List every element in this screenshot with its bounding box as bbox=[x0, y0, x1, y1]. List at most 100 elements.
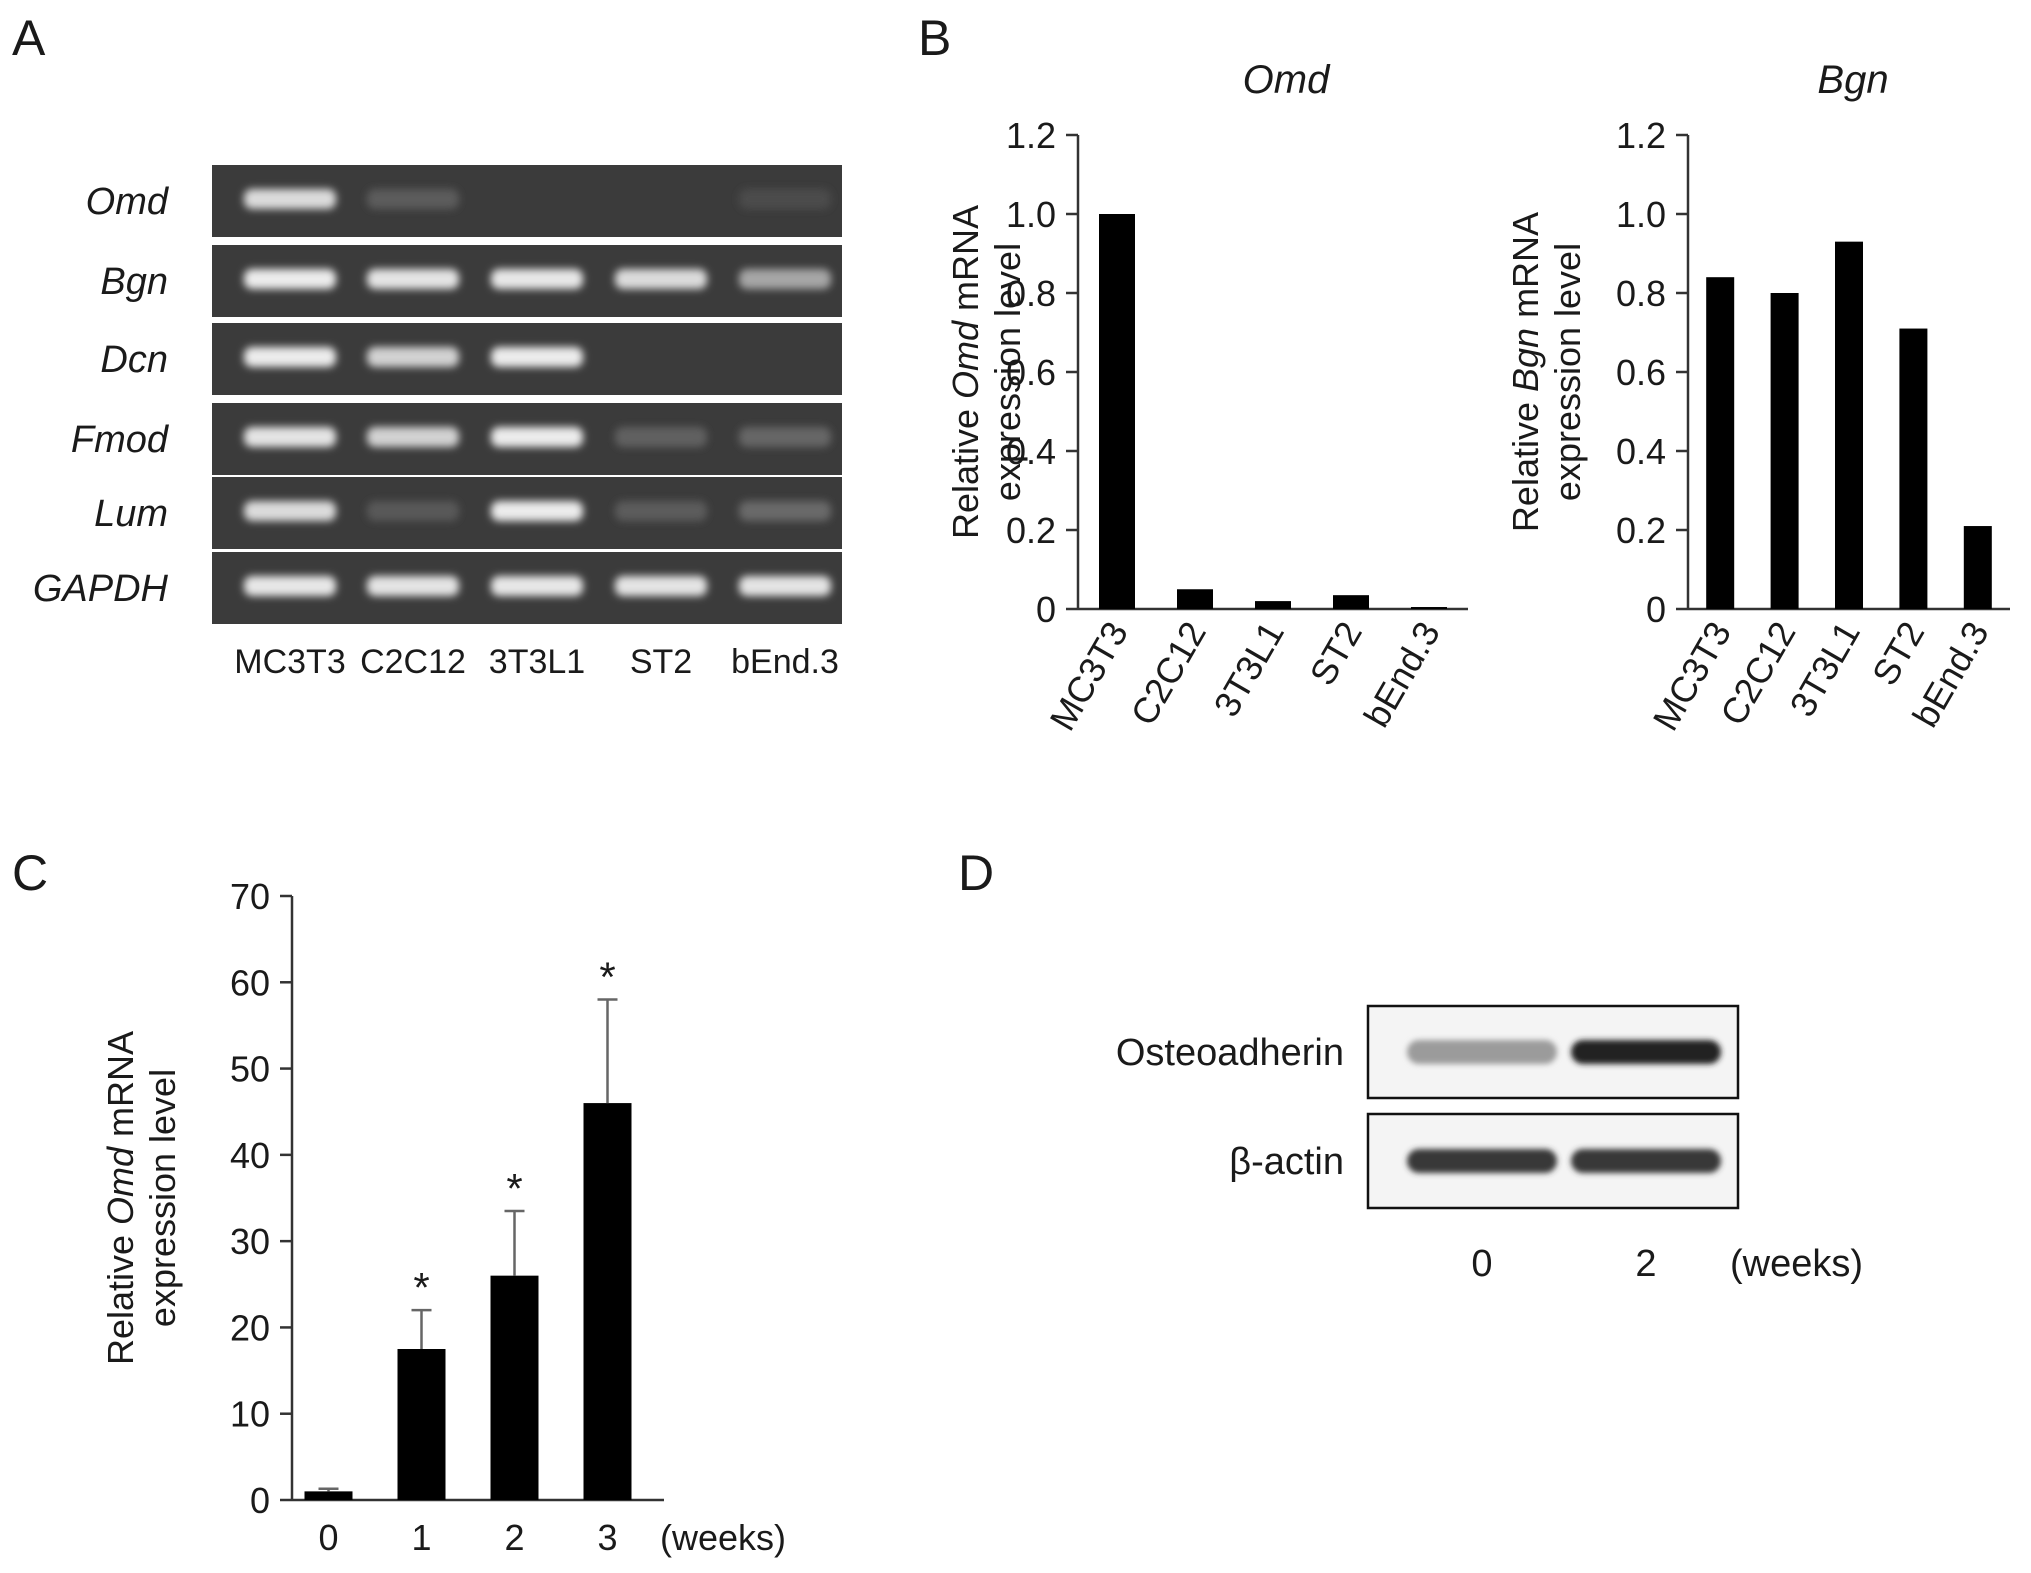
gel-band-gapdh-mc3t3 bbox=[244, 576, 336, 596]
gene-label-gapdh: GAPDH bbox=[33, 568, 169, 610]
y-axis-title-segment: Relative bbox=[1505, 392, 1546, 532]
gel-band-lum-bend-3 bbox=[739, 501, 831, 521]
gel-band-bgn-st2 bbox=[615, 269, 707, 289]
y-axis-title: Relative Bgn mRNAexpression level bbox=[1505, 212, 1588, 532]
blot-label-actin: β-actin bbox=[1229, 1141, 1344, 1183]
western-blot-panel: Osteoadherin β-actin 0 2 (weeks) bbox=[1116, 1004, 1863, 1285]
gel-band-fmod-c2c12 bbox=[367, 427, 459, 447]
y-tick-label: 1.2 bbox=[1006, 115, 1056, 156]
gel-band-dcn-mc3t3 bbox=[244, 347, 336, 367]
panel-letter-b: B bbox=[918, 10, 951, 66]
y-tick-label: 0.8 bbox=[1006, 273, 1056, 314]
y-tick-label: 50 bbox=[230, 1049, 270, 1090]
y-axis-title-segment: Relative bbox=[945, 399, 986, 539]
y-tick-label: 0 bbox=[250, 1480, 270, 1521]
bar-c2c12 bbox=[1770, 293, 1799, 609]
y-tick-label: 10 bbox=[230, 1394, 270, 1435]
y-tick-label: 0.8 bbox=[1616, 273, 1666, 314]
panel-letter-d: D bbox=[958, 845, 994, 901]
gel-band-dcn-c2c12 bbox=[367, 347, 459, 367]
x-tick-label-3t3l1: 3T3L1 bbox=[1205, 615, 1292, 724]
bar-1 bbox=[397, 1349, 446, 1500]
gel-band-dcn-3t3l1 bbox=[491, 347, 583, 367]
significance-star-2: * bbox=[506, 1165, 522, 1212]
lane-label-bend-3: bEnd.3 bbox=[731, 643, 839, 681]
y-axis-title-segment: expression level bbox=[1547, 243, 1588, 501]
gene-label-dcn: Dcn bbox=[100, 339, 168, 381]
y-axis-title-segment: mRNA bbox=[1505, 212, 1546, 328]
gene-label-omd: Omd bbox=[86, 181, 170, 223]
bar-3 bbox=[583, 1103, 632, 1500]
x-unit-label: (weeks) bbox=[660, 1517, 786, 1558]
gel-band-gapdh-3t3l1 bbox=[491, 576, 583, 596]
gel-band-bgn-bend-3 bbox=[739, 269, 831, 289]
bar-st2 bbox=[1333, 595, 1369, 609]
lane-label-c2c12: C2C12 bbox=[360, 643, 466, 681]
y-axis-title-segment: Bgn bbox=[1505, 328, 1546, 392]
chart-omd-cell-lines: Omd 0 0.2 0.4 0.6 0.8 1.0 1.2 Relative Omd mRNAe… bbox=[945, 58, 1468, 737]
bar-bend-3 bbox=[1963, 526, 1992, 609]
y-axis-title-segment: expression level bbox=[142, 1069, 183, 1327]
bar-0 bbox=[304, 1491, 353, 1500]
gel-band-gapdh-st2 bbox=[615, 576, 707, 596]
y-tick-label: 0.4 bbox=[1006, 431, 1056, 472]
y-tick-label: 60 bbox=[230, 962, 270, 1003]
gel-band-lum-mc3t3 bbox=[244, 501, 336, 521]
y-tick-label: 0 bbox=[1646, 589, 1666, 630]
lane-label-st2: ST2 bbox=[630, 643, 692, 681]
y-axis-title: Relative Omd mRNAexpression level bbox=[945, 205, 1028, 539]
blot-band-osteoadherin-week-2 bbox=[1571, 1040, 1721, 1064]
significance-star-3: * bbox=[599, 954, 615, 1001]
gel-band-bgn-mc3t3 bbox=[244, 269, 336, 289]
bar-2 bbox=[490, 1275, 539, 1500]
blot-unit-label: (weeks) bbox=[1730, 1243, 1863, 1285]
gene-label-bgn: Bgn bbox=[100, 261, 168, 303]
gel-panel: Omd Bgn Dcn Fmod Lum GAPDH MC3T3 C2C12 3T3L1 ST2 b… bbox=[33, 165, 842, 681]
chart-title: Bgn bbox=[1817, 58, 1888, 102]
lane-label-3t3l1: 3T3L1 bbox=[489, 643, 585, 681]
significance-star-1: * bbox=[413, 1264, 429, 1311]
x-tick-label-c2c12: C2C12 bbox=[1122, 615, 1214, 733]
y-tick-label: 1.0 bbox=[1006, 194, 1056, 235]
y-tick-label: 40 bbox=[230, 1135, 270, 1176]
blot-band-actin-week-0 bbox=[1407, 1149, 1557, 1173]
chart-title: Omd bbox=[1243, 58, 1331, 102]
blot-band-actin-week-2 bbox=[1571, 1149, 1721, 1173]
gel-band-gapdh-bend-3 bbox=[739, 576, 831, 596]
y-axis-title-segment: expression level bbox=[987, 243, 1028, 501]
y-tick-label: 0.6 bbox=[1006, 352, 1056, 393]
y-axis-title-segment: Relative bbox=[100, 1225, 141, 1365]
y-axis-title-segment: Omd bbox=[100, 1146, 141, 1225]
y-tick-label: 0.2 bbox=[1616, 510, 1666, 551]
gene-label-fmod: Fmod bbox=[71, 419, 170, 461]
y-axis-title-segment: Omd bbox=[945, 320, 986, 399]
bar-3t3l1 bbox=[1835, 241, 1863, 609]
x-tick-label-0: 0 bbox=[318, 1517, 338, 1558]
y-axis-title-segment: mRNA bbox=[945, 205, 986, 321]
gel-band-gapdh-c2c12 bbox=[367, 576, 459, 596]
y-tick-label: 1.2 bbox=[1616, 115, 1666, 156]
gel-band-omd-mc3t3 bbox=[244, 189, 336, 209]
y-tick-label: 70 bbox=[230, 876, 270, 917]
bar-mc3t3 bbox=[1706, 277, 1735, 609]
x-tick-label-2: 2 bbox=[504, 1517, 524, 1558]
gel-band-lum-st2 bbox=[615, 501, 707, 521]
gel-band-omd-bend-3 bbox=[739, 189, 831, 209]
y-tick-label: 30 bbox=[230, 1221, 270, 1262]
blot-lane-label-0: 0 bbox=[1471, 1243, 1492, 1285]
y-tick-label: 0.4 bbox=[1616, 431, 1666, 472]
bar-mc3t3 bbox=[1099, 214, 1135, 609]
y-tick-label: 0 bbox=[1036, 589, 1056, 630]
gel-band-fmod-3t3l1 bbox=[491, 427, 583, 447]
gene-label-lum: Lum bbox=[94, 493, 168, 535]
y-axis-title: Relative Omd mRNAexpression level bbox=[100, 1031, 183, 1365]
x-tick-label-3: 3 bbox=[597, 1517, 617, 1558]
gel-band-fmod-bend-3 bbox=[739, 427, 831, 447]
panel-letter-a: A bbox=[12, 10, 46, 66]
gel-band-bgn-3t3l1 bbox=[491, 269, 583, 289]
x-tick-label-mc3t3: MC3T3 bbox=[1041, 615, 1136, 738]
panel-letter-c: C bbox=[12, 845, 48, 901]
chart-bgn-cell-lines: Bgn 0 0.2 0.4 0.6 0.8 1.0 1.2 Relative Bgn mRNAe… bbox=[1505, 58, 2010, 737]
